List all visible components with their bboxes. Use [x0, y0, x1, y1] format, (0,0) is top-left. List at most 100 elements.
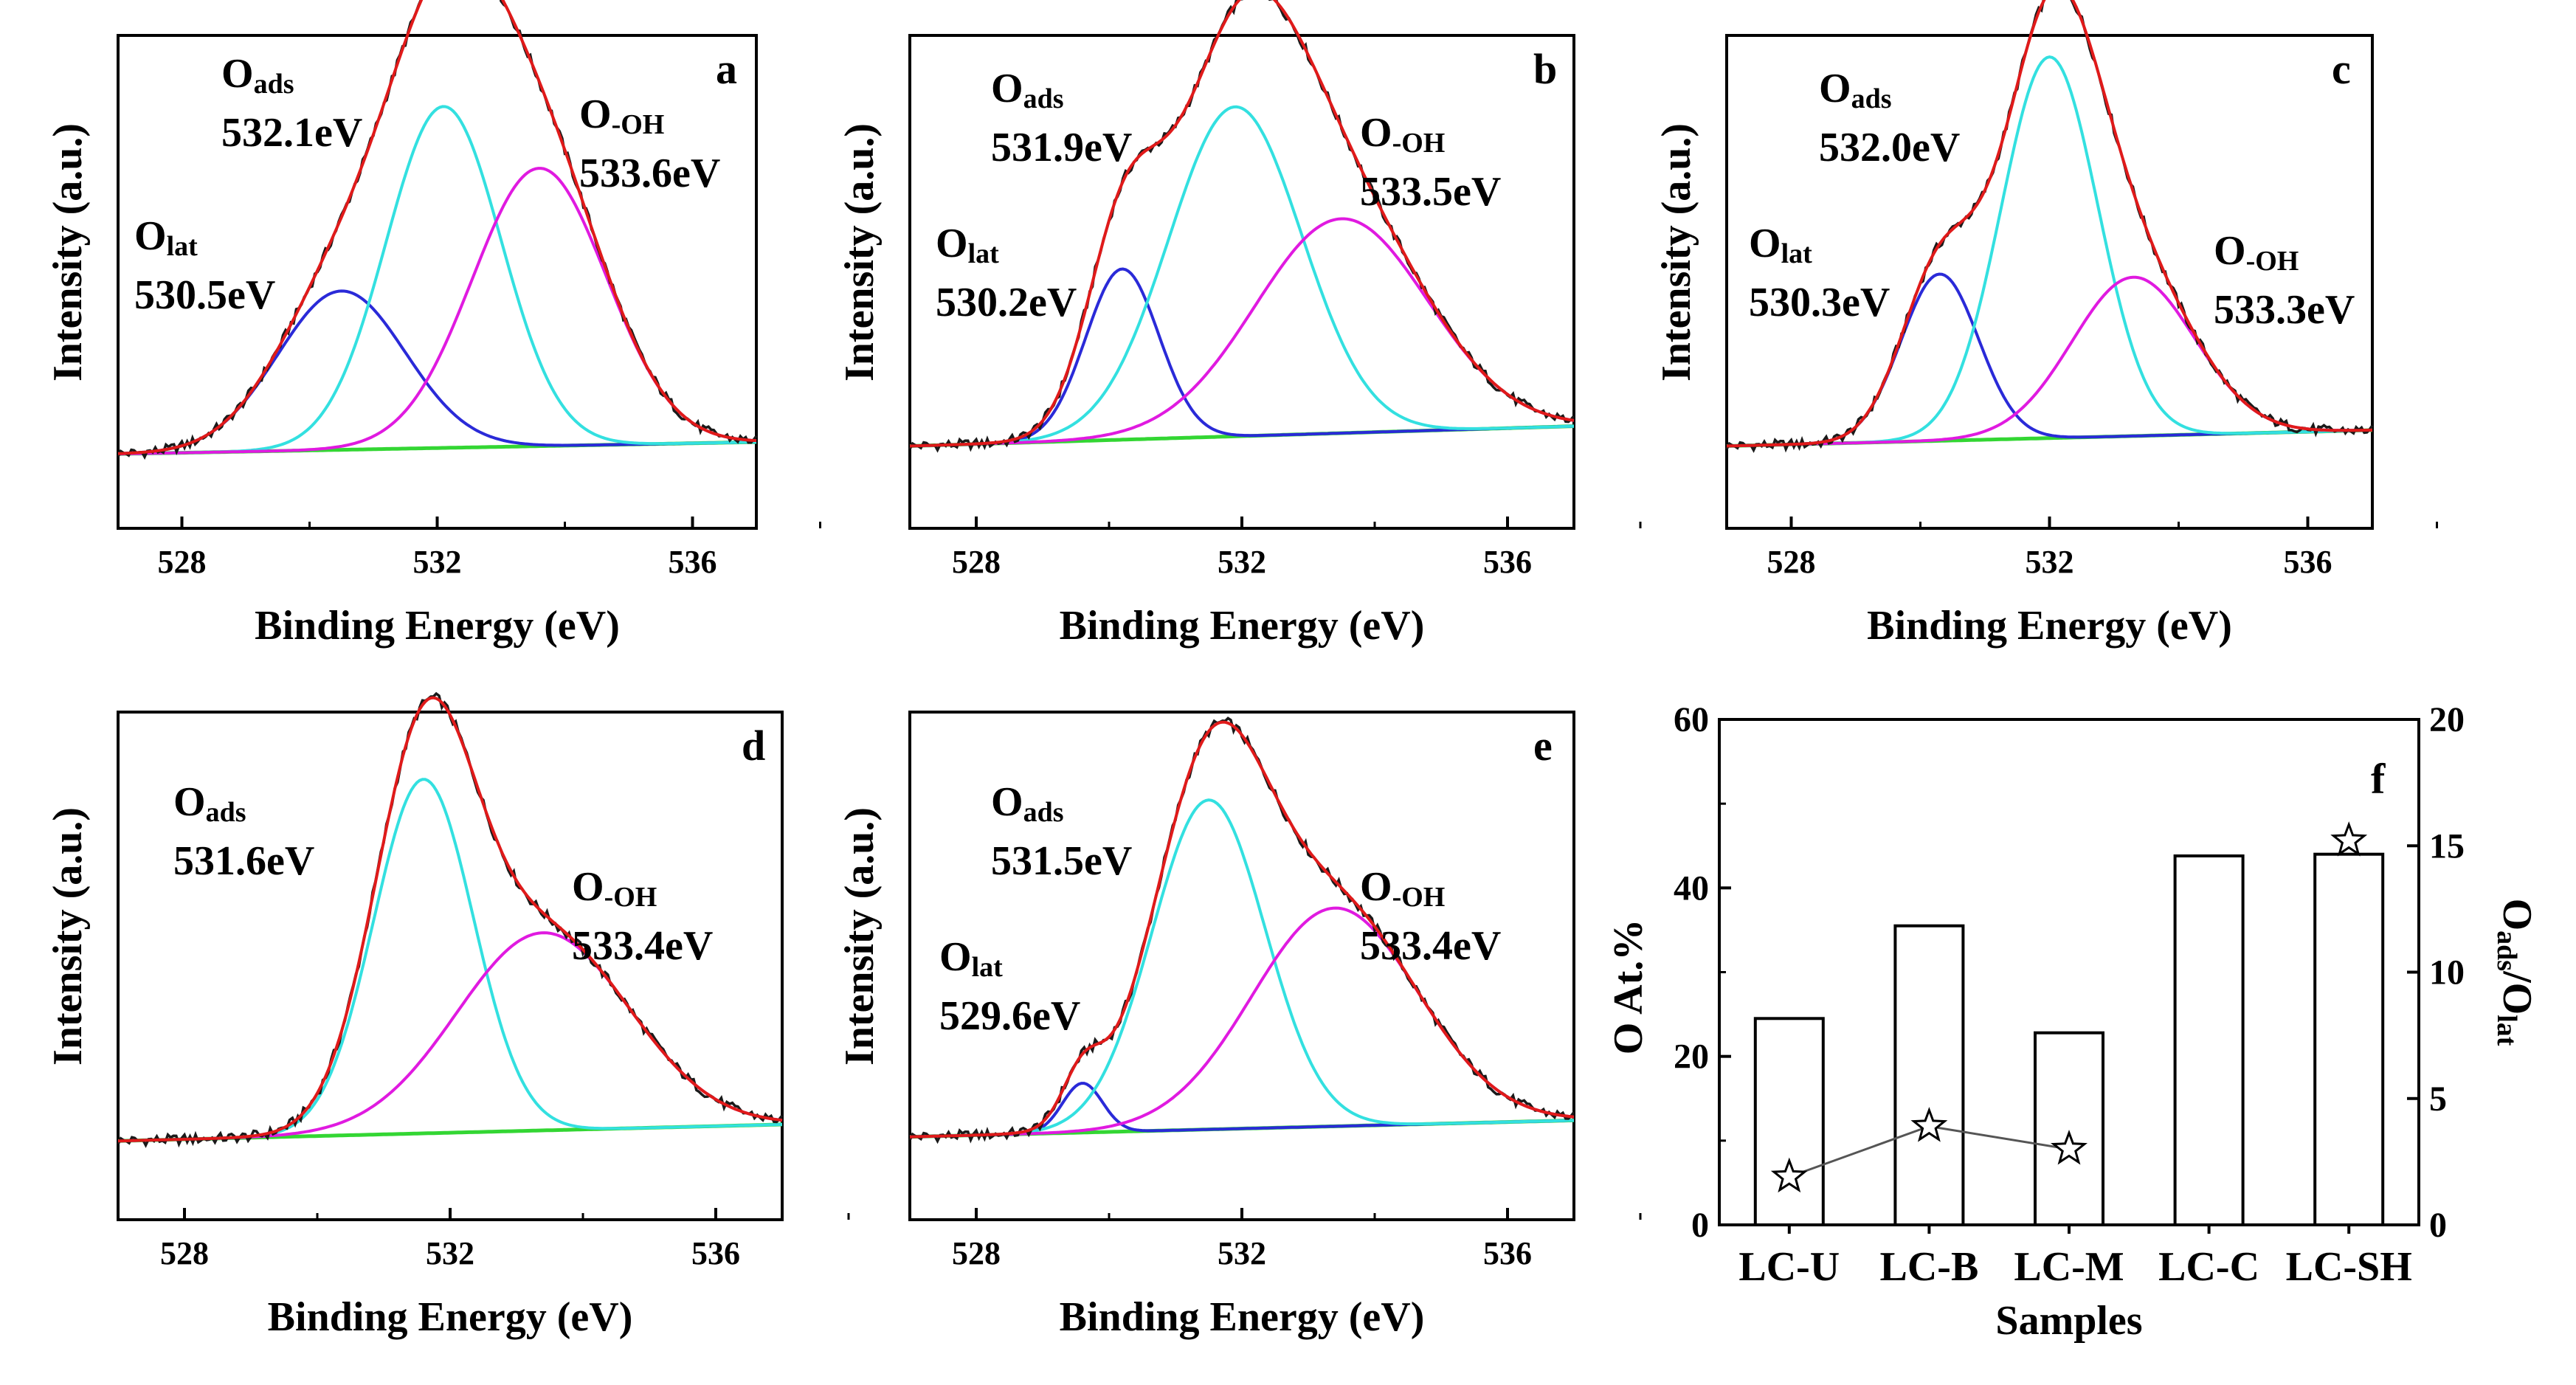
- y2-axis-label: Oads/Olat: [2491, 899, 2540, 1046]
- peak-label-subscript: -OH: [604, 882, 657, 913]
- peak-label-oh: O-OH: [1360, 110, 1445, 159]
- category-label: LC-C: [2158, 1244, 2259, 1290]
- bar-lc-sh: [2313, 852, 2385, 1226]
- x-tick-label: 536: [1483, 1235, 1532, 1271]
- peak-label-subscript: ads: [206, 797, 246, 828]
- ratio-star-lc-b: [1910, 1107, 1948, 1142]
- x-tick-label: 528: [952, 1235, 1001, 1271]
- peak-label-ads: Oads: [991, 66, 1063, 114]
- panel-letter: e: [1533, 722, 1553, 770]
- bar-lc-c: [2173, 854, 2245, 1226]
- x-tick-label: 528: [158, 544, 207, 580]
- y-axis-label: Intensity (a.u.): [837, 123, 883, 381]
- category-label: LC-M: [2014, 1244, 2124, 1290]
- x-tick-label: 532: [413, 544, 462, 580]
- panel-letter: c: [2332, 45, 2351, 93]
- y-axis-label: Intensity (a.u.): [1654, 123, 1699, 381]
- y2-tick-label: 15: [2429, 826, 2465, 866]
- peak-label-lat: Olat: [134, 213, 198, 262]
- y-axis-label: Intensity (a.u.): [45, 123, 91, 381]
- peak-label-oh: O-OH: [572, 864, 657, 913]
- x-tick-label: 528: [952, 544, 1001, 580]
- envelope-fit: [1726, 0, 2372, 448]
- panel-letter: a: [716, 45, 737, 93]
- x-axis-label: Binding Energy (eV): [268, 1294, 633, 1340]
- peak-energy-value: 529.6eV: [939, 993, 1080, 1039]
- peak-energy-value: 531.6eV: [173, 838, 314, 884]
- x-axis-label: Binding Energy (eV): [1060, 603, 1425, 649]
- peak-label-subscript: -OH: [2246, 246, 2299, 277]
- x-axis-label: Binding Energy (eV): [1060, 1294, 1425, 1340]
- bar-lc-b: [1893, 924, 1965, 1227]
- peak-energy-value: 532.0eV: [1819, 125, 1960, 170]
- x-tick-label: 536: [691, 1235, 740, 1271]
- peak-label-ads: Oads: [221, 51, 294, 100]
- peak-label-ads: Oads: [173, 779, 246, 828]
- x-axis-label: Samples: [1995, 1298, 2142, 1344]
- y2-tick-label: 10: [2429, 953, 2465, 992]
- peak-label-lat: Olat: [1749, 221, 1812, 269]
- peak-energy-value: 533.4eV: [572, 923, 713, 969]
- peak-energy-value: 530.5eV: [134, 272, 275, 318]
- peak-energy-value: 530.3eV: [1749, 280, 1890, 325]
- peak-label-oh: O-OH: [1360, 864, 1445, 913]
- peak-label-subscript: -OH: [1392, 128, 1446, 159]
- y2-axis-label-sub: lat: [2491, 1015, 2522, 1046]
- x-tick-label: 528: [1767, 544, 1816, 580]
- x-tick-label: 536: [2284, 544, 2332, 580]
- ratio-star-lc-u: [1770, 1157, 1808, 1193]
- panel-letter: f: [2371, 755, 2386, 803]
- envelope-fit: [909, 0, 1575, 448]
- peak-energy-value: 531.9eV: [991, 125, 1132, 170]
- x-tick-label: 532: [2026, 544, 2074, 580]
- panel-b: 528 532 536 Binding Energy (eV) Intensity (a…: [837, 0, 1642, 649]
- peak-label-ads: Oads: [1819, 66, 1891, 114]
- x-tick-label: 536: [1483, 544, 1532, 580]
- peak-label-subscript: lat: [972, 952, 1004, 983]
- ratio-star-lc-m: [2051, 1130, 2088, 1165]
- panel-a: 528 532 536 Binding Energy (eV) Intensity (a…: [45, 0, 821, 649]
- category-label: LC-U: [1738, 1244, 1840, 1290]
- x-axis-label: Binding Energy (eV): [255, 603, 620, 649]
- panel-d: 528 532 536 Binding Energy (eV) Intensity (a…: [45, 691, 850, 1340]
- peak-label-oh: O-OH: [579, 91, 664, 140]
- x-tick-label: 536: [669, 544, 717, 580]
- peak-label-subscript: lat: [1781, 238, 1813, 269]
- peak-energy-value: 533.6eV: [579, 151, 720, 196]
- category-label: LC-SH: [2286, 1244, 2412, 1290]
- y2-axis-label-sub: ads: [2491, 930, 2522, 971]
- peak-energy-value: 530.2eV: [936, 280, 1077, 325]
- peak-energy-value: 532.1eV: [221, 110, 362, 156]
- x-tick-label: 532: [1218, 1235, 1266, 1271]
- fit-component-o-oh: [909, 217, 1575, 448]
- panel-f: 0 20 40 60 0 5 10 15 20 LC-U LC-B LC-M LC-C LC-SH Samp…: [1606, 700, 2540, 1344]
- y-tick-label: 40: [1674, 868, 1709, 908]
- raw-spectrum: [117, 691, 784, 1148]
- panel-e: 528 532 536 Binding Energy (eV) Intensity (a…: [837, 711, 1642, 1340]
- y2-axis-label-mid: /O: [2494, 970, 2540, 1015]
- y2-tick-label: 0: [2429, 1206, 2447, 1245]
- peak-energy-value: 533.4eV: [1360, 923, 1501, 969]
- peak-label-oh: O-OH: [2214, 228, 2299, 277]
- peak-energy-value: 531.5eV: [991, 838, 1132, 884]
- x-axis-label: Binding Energy (eV): [1867, 603, 2232, 649]
- peak-energy-value: 533.3eV: [2214, 287, 2355, 333]
- envelope-fit: [909, 720, 1575, 1139]
- x-tick-label: 532: [1218, 544, 1266, 580]
- category-label: LC-B: [1880, 1244, 1979, 1290]
- peak-label-subscript: -OH: [612, 109, 665, 140]
- peak-label-ads: Oads: [991, 779, 1063, 828]
- y-axis-label: Intensity (a.u.): [45, 807, 91, 1065]
- envelope-fit: [117, 696, 783, 1143]
- peak-label-subscript: -OH: [1392, 882, 1446, 913]
- x-tick-label: 528: [160, 1235, 209, 1271]
- peak-label-subscript: lat: [167, 231, 198, 262]
- panel-letter: d: [742, 722, 765, 770]
- peak-label-lat: Olat: [936, 221, 999, 269]
- peak-energy-value: 533.5eV: [1360, 169, 1501, 215]
- peak-label-subscript: ads: [1851, 83, 1892, 114]
- fit-component-oads: [909, 105, 1575, 448]
- bar-lc-u: [1753, 1017, 1825, 1226]
- peak-label-subscript: ads: [254, 69, 294, 100]
